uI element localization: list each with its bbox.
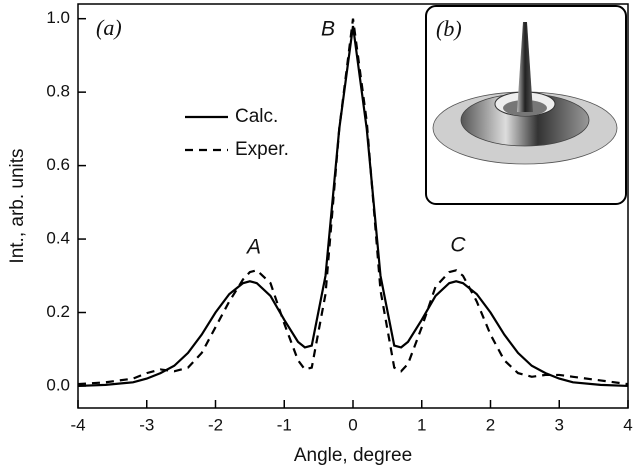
x-axis-title: Angle, degree xyxy=(294,445,412,466)
y-tick-label: 0.6 xyxy=(46,155,70,174)
x-tick-label: 0 xyxy=(348,415,357,434)
x-tick-label: -4 xyxy=(70,415,85,434)
peak-label: C xyxy=(450,234,466,257)
x-tick-label: 1 xyxy=(417,415,426,434)
x-tick-label: 4 xyxy=(623,415,632,434)
y-axis-title: Int., arb. units xyxy=(7,148,28,263)
peak-label: A xyxy=(245,236,261,259)
legend-label: Calc. xyxy=(235,106,278,127)
series-line xyxy=(77,25,629,388)
panel-label: (a) xyxy=(96,15,122,40)
x-tick-label: -3 xyxy=(139,415,154,434)
surface-spike xyxy=(517,22,533,112)
inset xyxy=(425,5,627,205)
x-tick-label: -2 xyxy=(208,415,223,434)
y-tick-label: 0.2 xyxy=(46,302,70,321)
y-tick-label: 1.0 xyxy=(46,8,70,27)
peak-label: B xyxy=(321,18,335,41)
x-tick-label: 3 xyxy=(555,415,564,434)
y-tick-label: 0.4 xyxy=(46,229,70,248)
x-tick-label: -1 xyxy=(277,415,292,434)
y-tick-label: 0.8 xyxy=(46,82,70,101)
legend-label: Exper. xyxy=(235,139,289,160)
y-tick-label: 0.0 xyxy=(46,375,70,394)
inset-label: (b) xyxy=(436,16,462,41)
x-tick-label: 2 xyxy=(486,415,495,434)
series-line xyxy=(77,18,629,386)
